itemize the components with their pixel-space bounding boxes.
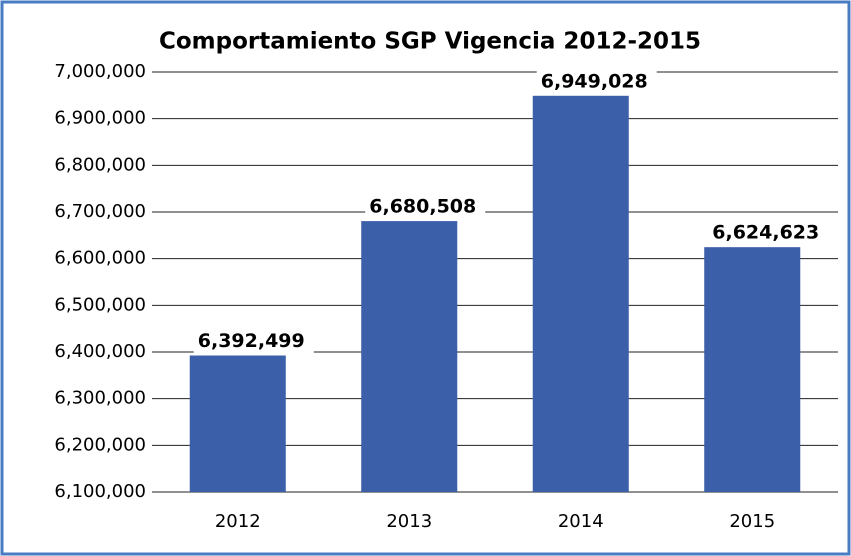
data-label: 6,680,508 (369, 196, 476, 218)
data-label-bg (708, 220, 829, 247)
bar (189, 355, 286, 492)
data-label: 6,392,499 (198, 330, 305, 352)
data-label-bg (536, 68, 657, 95)
y-tick-label: 6,900,000 (54, 108, 146, 129)
data-label-bg (365, 194, 486, 221)
y-tick-label: 7,000,000 (54, 61, 146, 82)
y-tick-label: 6,700,000 (54, 201, 146, 222)
y-tick-label: 6,800,000 (54, 154, 146, 175)
y-tick-label: 6,200,000 (54, 434, 146, 455)
data-label-bg (193, 328, 314, 355)
y-tick-label: 6,400,000 (54, 341, 146, 362)
y-tick-label: 6,300,000 (54, 388, 146, 409)
data-label: 6,624,623 (712, 222, 819, 244)
data-label: 6,949,028 (541, 70, 648, 92)
y-tick-label: 6,500,000 (54, 294, 146, 315)
x-tick-label: 2012 (215, 511, 261, 532)
y-tick-label: 6,100,000 (54, 481, 146, 502)
bar (361, 221, 458, 493)
x-tick-label: 2013 (386, 511, 432, 532)
bar (532, 95, 629, 493)
bar (704, 247, 801, 492)
x-tick-label: 2015 (729, 511, 775, 532)
chart-title: Comportamiento SGP Vigencia 2012-2015 (159, 29, 701, 55)
x-tick-label: 2014 (558, 511, 604, 532)
y-tick-label: 6,600,000 (54, 248, 146, 269)
